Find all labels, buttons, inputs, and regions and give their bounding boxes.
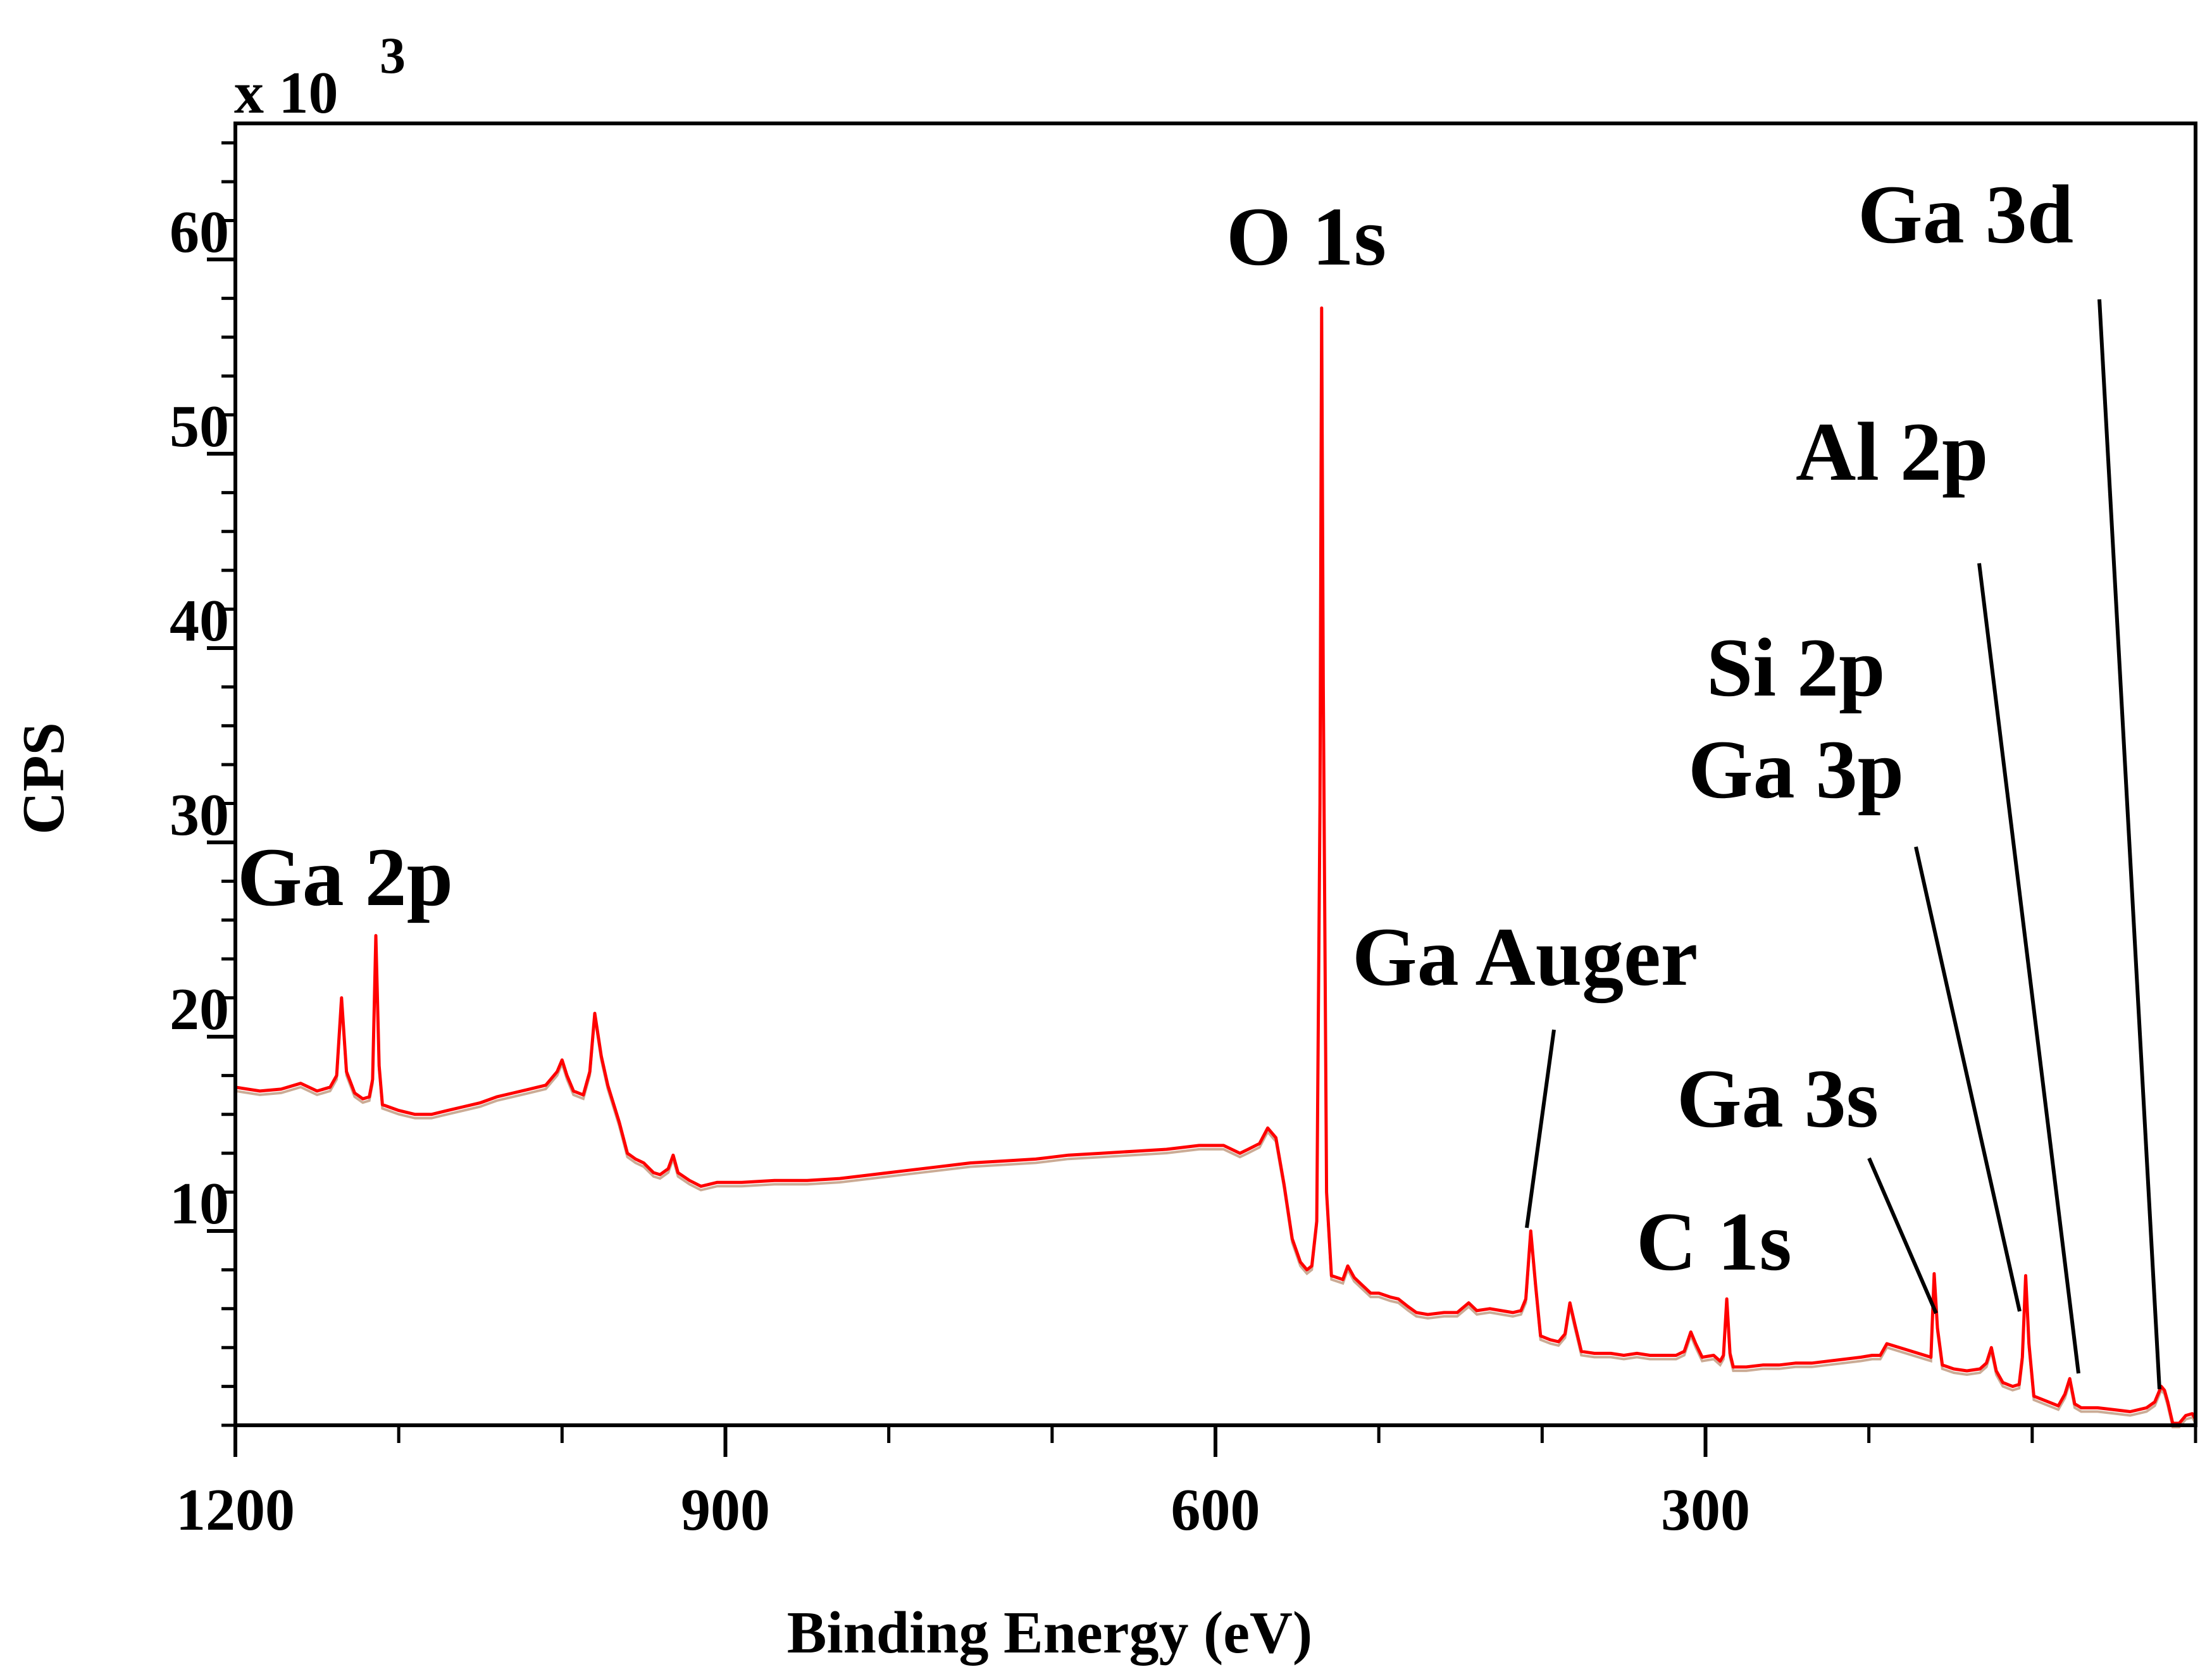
peak-label-al-2p: Al 2p	[1796, 405, 1988, 498]
x-tick-label-300: 300	[1661, 1477, 1750, 1543]
leader-line-ga-3s	[1867, 1157, 1938, 1315]
peak-label-ga-3d: Ga 3d	[1858, 168, 2073, 261]
y-multiplier-label: x 10	[234, 60, 339, 126]
axis-layer: 1200 900 600 300 10 20 30 40 50 60	[170, 141, 2197, 1543]
x-tick-label-600: 600	[1171, 1477, 1260, 1543]
y-multiplier-exponent: 3	[380, 27, 406, 84]
series-layer	[235, 306, 2197, 1428]
leader-line-ga-auger	[1525, 1029, 1556, 1228]
plot-frame	[233, 122, 2197, 1427]
y-tick-label-10: 10	[170, 1171, 229, 1237]
x-axis-title: Binding Energy (eV)	[787, 1600, 1312, 1666]
peak-label-ga-3p: Ga 3p	[1688, 723, 1904, 816]
leader-line-ga-3p	[1914, 846, 2022, 1312]
y-axis-title: CPS	[11, 722, 77, 835]
x-tick-label-900: 900	[681, 1477, 770, 1543]
peak-label-si-2p: Si 2p	[1706, 621, 1886, 714]
leader-line-ga-3d	[2097, 299, 2161, 1390]
annotation-layer: O 1s Ga 2p Ga Auger C 1s Ga 3s Ga 3p Si …	[237, 168, 2161, 1390]
peak-label-ga-auger: Ga Auger	[1352, 910, 1698, 1003]
y-tick-label-60: 60	[170, 199, 229, 265]
y-tick-label-20: 20	[170, 977, 229, 1042]
peak-label-c-1s: C 1s	[1636, 1195, 1792, 1288]
peak-label-ga-2p: Ga 2p	[237, 830, 453, 923]
peak-label-o-1s: O 1s	[1226, 190, 1386, 283]
y-tick-label-50: 50	[170, 394, 229, 459]
x-tick-label-1200: 1200	[176, 1477, 295, 1543]
y-tick-label-30: 30	[170, 782, 229, 848]
leader-line-al-2p	[1977, 563, 2080, 1374]
spectrum-line-0	[235, 306, 2197, 1425]
y-tick-label-40: 40	[170, 588, 229, 654]
peak-label-ga-3s: Ga 3s	[1677, 1052, 1879, 1145]
